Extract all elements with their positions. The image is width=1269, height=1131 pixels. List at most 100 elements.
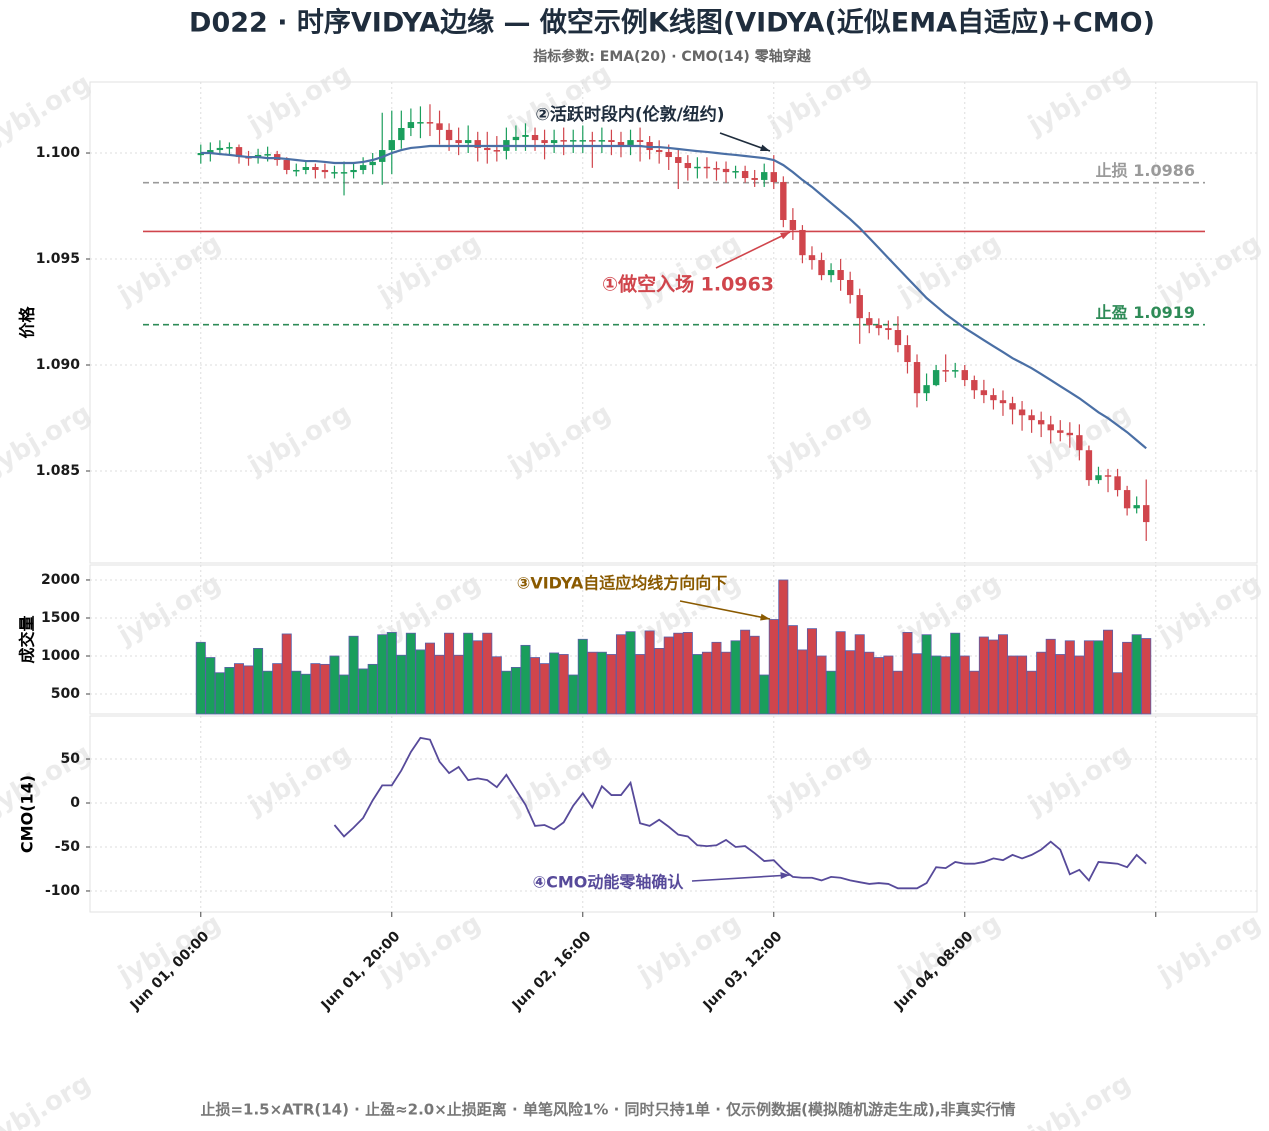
candle-body — [340, 172, 348, 174]
candle-body — [971, 380, 978, 391]
volume-bar — [424, 642, 435, 715]
candle-body — [761, 172, 768, 180]
watermark: jybj.org — [1023, 738, 1136, 821]
reference-label: 止盈 1.0919 — [1096, 303, 1195, 322]
y-tick-label: -100 — [45, 883, 80, 899]
volume-bar — [1103, 629, 1114, 715]
arrow-head — [780, 872, 790, 879]
volume-bar — [339, 674, 350, 715]
candle-body — [216, 147, 224, 151]
candle-body — [522, 134, 529, 137]
volume-bar — [1064, 640, 1075, 715]
volume-bar — [1055, 654, 1066, 715]
volume-bar — [243, 665, 254, 715]
watermark: jybj.org — [0, 68, 96, 151]
volume-bar — [367, 663, 378, 715]
volume-bar — [692, 654, 703, 715]
candle-body — [579, 140, 586, 142]
watermark: jybj.org — [763, 398, 876, 481]
volume-bar — [377, 634, 388, 715]
volume-bar — [415, 649, 426, 715]
candle-body — [302, 167, 310, 170]
volume-bar — [1131, 634, 1142, 715]
volume-bar — [491, 656, 502, 715]
annotation-arrow — [691, 874, 791, 882]
volume-bar — [1141, 638, 1152, 715]
y-tick-label: 1.090 — [36, 357, 81, 373]
volume-bar — [510, 666, 521, 715]
volume-bar — [577, 638, 588, 715]
candle-body — [207, 150, 214, 154]
candle-body — [474, 140, 481, 148]
watermark: jybj.org — [243, 398, 356, 481]
candle-body — [350, 169, 357, 173]
candle-body — [331, 172, 338, 174]
candle-body — [1009, 403, 1016, 410]
candle-body — [980, 390, 988, 396]
volume-bar — [262, 670, 273, 715]
y-axis-label: 价格 — [18, 306, 37, 339]
volume-bar — [1045, 638, 1056, 715]
volume-bar — [386, 632, 397, 715]
watermark: jybj.org — [0, 738, 96, 821]
candle-body — [608, 140, 615, 142]
candle-body — [655, 150, 663, 152]
volume-bar — [291, 670, 302, 715]
candle-body — [818, 260, 825, 276]
candle-body — [321, 169, 329, 173]
candle-body — [455, 140, 462, 144]
volume-bar — [224, 666, 235, 715]
volume-bar — [1112, 672, 1123, 715]
candle-body — [235, 147, 243, 158]
watermarks: jybj.org jybj.org jybj.org jybj.org jybj.org… — [0, 58, 1266, 1131]
panel-frame — [89, 715, 1258, 913]
candle-body — [493, 150, 501, 152]
candle-body — [904, 345, 911, 363]
volume-bar — [195, 641, 206, 715]
volume-bar — [835, 631, 846, 715]
candle-body — [417, 122, 424, 124]
candle-body — [837, 270, 844, 280]
cmo-line — [333, 736, 1147, 890]
candle-body — [1066, 432, 1074, 436]
watermark: jybj.org — [113, 228, 226, 311]
candle-body — [512, 136, 520, 141]
volume-bar — [329, 655, 340, 715]
candle-body — [550, 140, 558, 144]
reference-label: 止损 1.0986 — [1096, 161, 1195, 180]
candle-body — [942, 370, 949, 372]
y-tick-label: 0 — [70, 795, 80, 811]
volume-bar — [434, 654, 445, 715]
volume-bar — [501, 670, 512, 715]
y-tick-label: 1500 — [41, 610, 80, 626]
y-tick-label: 2000 — [41, 572, 80, 588]
volume-bar — [549, 652, 560, 715]
volume-bar — [205, 657, 216, 715]
volume-bar — [635, 654, 646, 715]
candle-body — [856, 295, 863, 319]
volume-bar — [615, 634, 626, 715]
volume-bar — [463, 632, 474, 715]
volume-bar — [768, 619, 779, 715]
volume-bar — [482, 632, 493, 715]
volume-bar — [272, 663, 283, 715]
y-tick-label: 1.085 — [36, 463, 80, 479]
watermark: jybj.org — [0, 1068, 96, 1131]
candle-body — [894, 330, 902, 346]
volume-bar — [787, 625, 798, 715]
candle-body — [627, 140, 634, 145]
candle-body — [541, 140, 548, 144]
candle-body — [722, 168, 730, 173]
volume-bar — [1036, 651, 1047, 715]
watermark: jybj.org — [763, 738, 876, 821]
candle-body — [388, 140, 395, 151]
watermark: jybj.org — [1023, 1068, 1136, 1131]
annotation: ④CMO动能零轴确认 — [533, 873, 685, 892]
candle-body — [445, 129, 453, 141]
candle-body — [226, 147, 233, 149]
candle-body — [359, 165, 367, 170]
volume-bar — [921, 634, 932, 715]
candle-body — [264, 154, 271, 156]
watermark: jybj.org — [503, 738, 616, 821]
candle-body — [398, 128, 405, 141]
